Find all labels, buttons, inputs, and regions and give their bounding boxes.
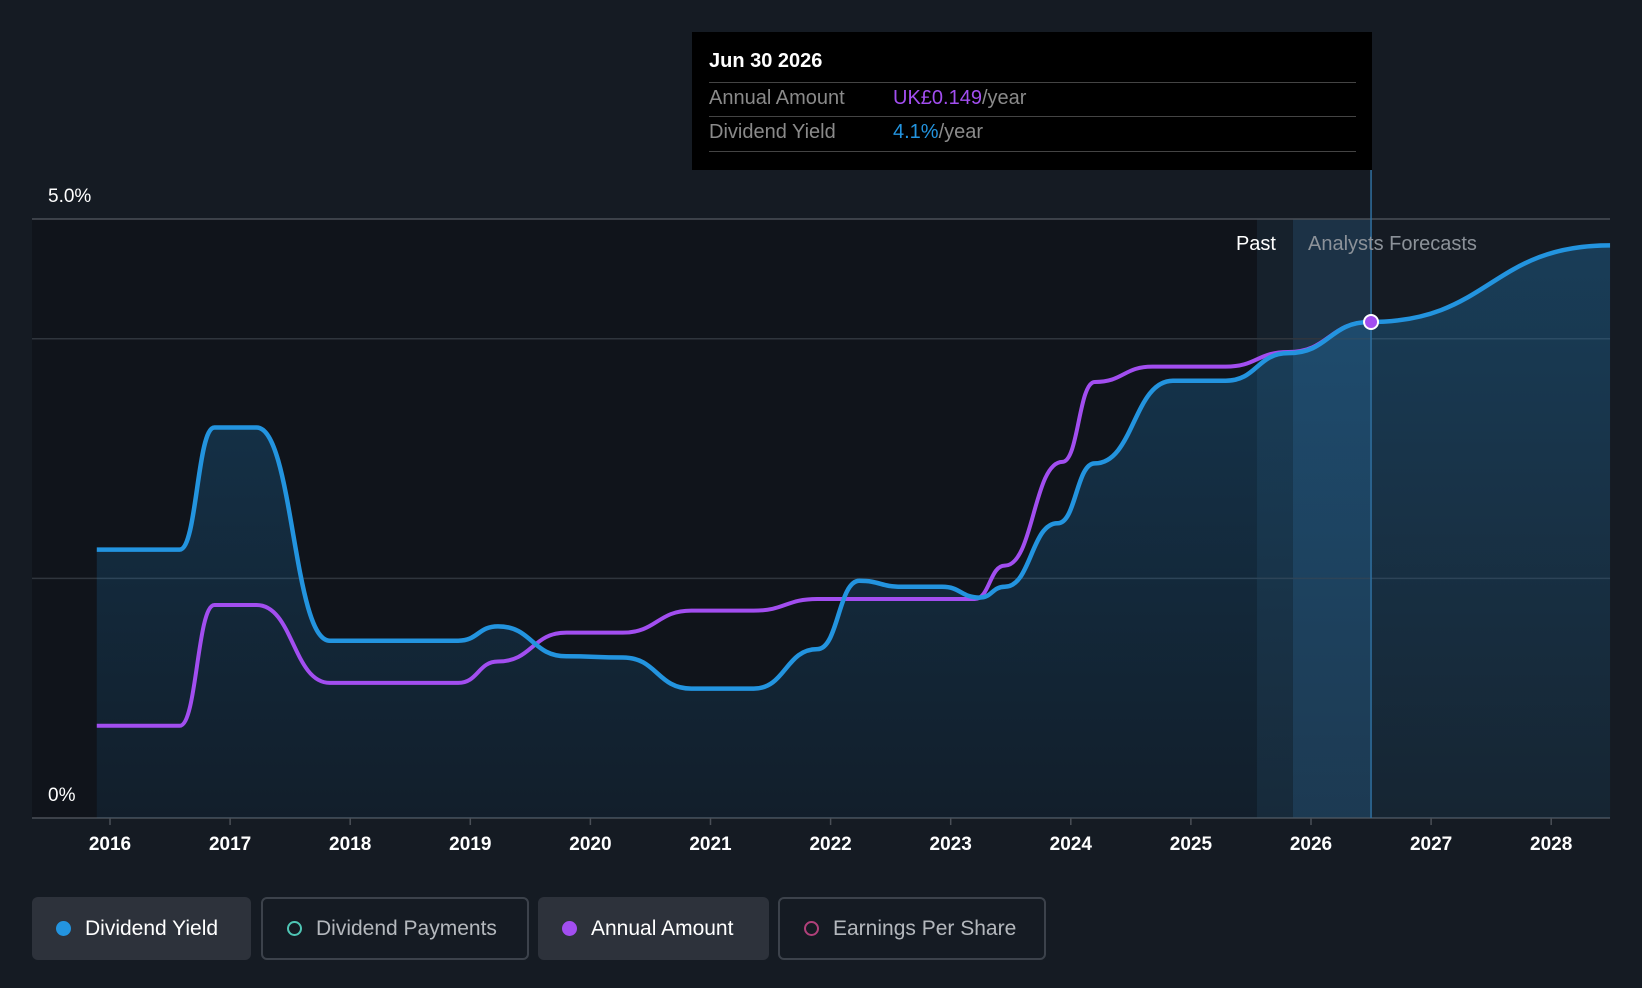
tooltip-value: 4.1% — [893, 121, 939, 143]
x-tick-label: 2028 — [1530, 834, 1572, 855]
filled-dot-icon — [56, 921, 71, 936]
x-tick-label: 2027 — [1410, 834, 1452, 855]
past-label: Past — [1236, 233, 1276, 255]
tooltip-label: Annual Amount — [709, 87, 845, 109]
x-tick-label: 2017 — [209, 834, 251, 855]
y-tick-label: 0% — [48, 785, 76, 806]
dividend-yield-line — [96, 243, 1611, 691]
y-tick-label: 5.0% — [48, 186, 91, 207]
x-tick-label: 2022 — [809, 834, 851, 855]
tooltip-divider — [709, 151, 1356, 152]
hover-marker — [1363, 314, 1380, 331]
tooltip-row-annual-amount: Annual Amount UK£0.149/year — [709, 82, 1356, 116]
legend-annual-amount[interactable]: Annual Amount — [538, 897, 769, 960]
tooltip-value: UK£0.149 — [893, 87, 982, 109]
legend-label: Dividend Yield — [85, 916, 219, 940]
x-tick-label: 2024 — [1050, 834, 1093, 855]
tooltip-label: Dividend Yield — [709, 121, 836, 143]
x-tick-label: 2021 — [689, 834, 732, 855]
tooltip-row-dividend-yield: Dividend Yield 4.1%/year — [709, 116, 1356, 150]
tooltip-suffix: /year — [981, 87, 1027, 109]
x-tick-label: 2025 — [1170, 834, 1213, 855]
filled-dot-icon — [562, 921, 577, 936]
hollow-dot-icon — [287, 921, 302, 936]
legend-label: Annual Amount — [591, 916, 734, 940]
x-tick-label: 2019 — [449, 834, 491, 855]
annual-amount-line — [96, 320, 1370, 728]
x-tick-label: 2016 — [89, 834, 131, 855]
tooltip-suffix: /year — [938, 121, 984, 143]
x-tick-label: 2023 — [930, 834, 972, 855]
x-tick-label: 2020 — [569, 834, 611, 855]
legend-label: Dividend Payments — [316, 916, 497, 940]
legend-earnings-per-share[interactable]: Earnings Per Share — [778, 897, 1046, 960]
legend-label: Earnings Per Share — [833, 916, 1017, 940]
legend-dividend-payments[interactable]: Dividend Payments — [261, 897, 529, 960]
tooltip-date: Jun 30 2026 — [709, 50, 823, 72]
hollow-dot-icon — [804, 921, 819, 936]
x-tick-label: 2026 — [1290, 834, 1332, 855]
x-tick-label: 2018 — [329, 834, 371, 855]
legend-dividend-yield[interactable]: Dividend Yield — [32, 897, 251, 960]
tooltip: Jun 30 2026 Annual Amount UK£0.149/year … — [692, 32, 1372, 170]
forecast-label: Analysts Forecasts — [1308, 233, 1477, 255]
